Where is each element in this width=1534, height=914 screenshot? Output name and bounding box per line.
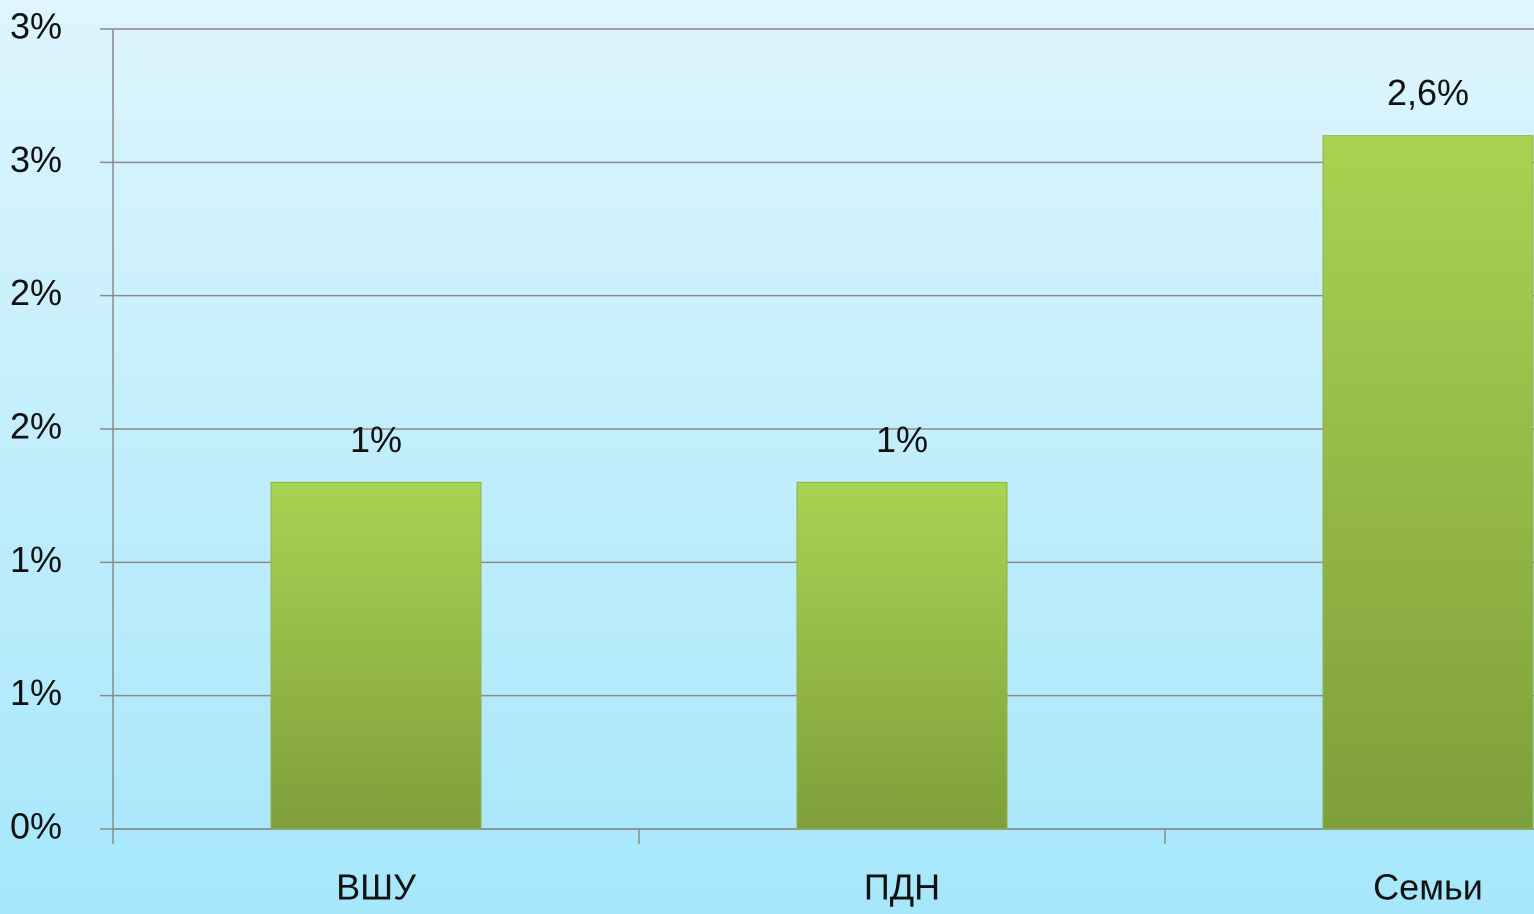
bar [270,481,482,830]
bar [796,481,1008,830]
value-label: 2,6% [1387,72,1469,113]
y-tick-label: 2% [10,272,62,313]
x-tick-label: ВШУ [336,867,417,908]
x-tick-label: Семьи [1373,867,1483,908]
x-tick-label: ПДН [864,867,940,908]
y-tick-label: 3% [10,6,62,47]
y-tick-label: 3% [10,139,62,180]
bar [1322,135,1534,830]
y-tick-label: 1% [10,672,62,713]
value-label: 1% [876,419,928,460]
y-tick-label: 0% [10,806,62,847]
value-label: 1% [350,419,402,460]
y-tick-label: 2% [10,406,62,447]
y-tick-label: 1% [10,539,62,580]
